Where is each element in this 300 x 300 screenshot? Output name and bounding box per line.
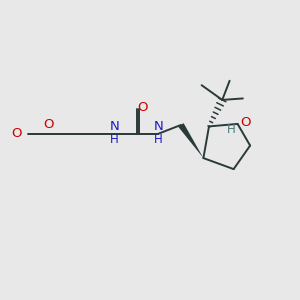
Text: H: H (154, 133, 163, 146)
Text: O: O (11, 127, 22, 140)
Text: H: H (226, 123, 235, 136)
Text: N: N (153, 120, 163, 133)
Polygon shape (178, 123, 203, 158)
Text: O: O (43, 118, 54, 131)
Text: N: N (110, 120, 119, 133)
Text: O: O (241, 116, 251, 129)
Text: H: H (110, 133, 119, 146)
Text: O: O (137, 101, 148, 114)
